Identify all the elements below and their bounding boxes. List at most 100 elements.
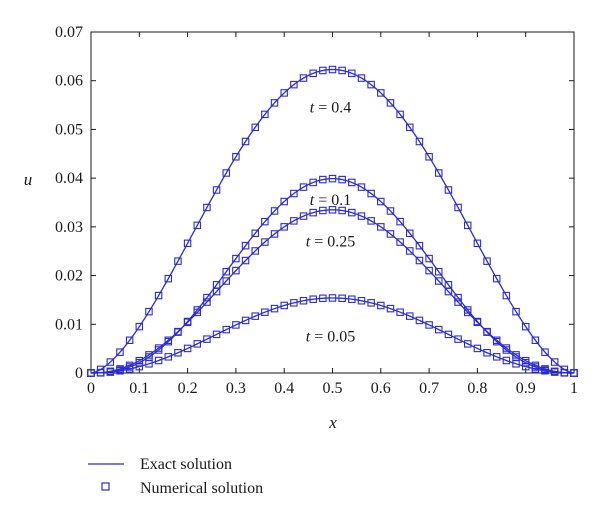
- numerical-solution-point: [328, 65, 337, 74]
- numerical-solution-point: [357, 212, 366, 220]
- numerical-solution-point: [203, 298, 211, 306]
- numerical-solution-point: [174, 349, 182, 357]
- numerical-solution-point: [135, 362, 144, 371]
- legend-square-marker: [101, 482, 110, 491]
- numerical-solution-point: [377, 89, 385, 97]
- numerical-solution-point: [183, 239, 192, 248]
- numerical-solution-point: [386, 230, 395, 238]
- numerical-solution-point: [251, 123, 259, 132]
- numerical-solution-point: [106, 358, 115, 366]
- numerical-solution-point: [328, 174, 337, 183]
- x-tick-labels: 0 0.1 0.2 0.3 0.4 0.5 0.6 0.7 0.8 0.9 1: [87, 380, 578, 397]
- numerical-solution-point: [270, 304, 279, 313]
- y-tick-label: 0.04: [55, 170, 83, 187]
- numerical-solution-point: [290, 189, 298, 198]
- numerical-solution-point: [425, 266, 433, 275]
- numerical-solution-point: [473, 318, 482, 327]
- numerical-solution-point: [357, 183, 366, 191]
- numerical-solution-point: [299, 296, 308, 305]
- numerical-solution-point: [463, 340, 472, 348]
- numerical-solution-point: [541, 367, 549, 375]
- numerical-solution-point: [425, 321, 433, 329]
- numerical-solution-point: [154, 356, 163, 365]
- x-tick-label: 0.7: [419, 380, 439, 397]
- numerical-solution-point: [183, 344, 192, 353]
- numerical-solution-point: [319, 66, 327, 75]
- numerical-solution-point: [483, 257, 491, 265]
- x-tick-label: 1: [570, 380, 578, 397]
- numerical-solution-point: [377, 301, 385, 310]
- numerical-solution-point: [270, 99, 279, 107]
- numerical-solution-point: [386, 304, 395, 313]
- numerical-solution-point: [386, 99, 395, 107]
- numerical-solution-point: [174, 327, 182, 336]
- numerical-solution-point: [232, 321, 240, 329]
- numerical-solution-point: [444, 330, 453, 339]
- x-tick-label: 0.5: [323, 380, 343, 397]
- numerical-solution-point: [222, 267, 230, 276]
- x-tick-label: 0.6: [371, 380, 391, 397]
- numerical-solution-point: [425, 153, 433, 161]
- numerical-solution-point: [415, 137, 424, 146]
- x-tick-label: 0: [87, 380, 95, 397]
- legend: Exact solution Numerical solution: [88, 456, 263, 497]
- numerical-solution-point: [299, 183, 308, 191]
- numerical-solution-point: [541, 348, 549, 356]
- numerical-solution-point: [319, 294, 327, 303]
- numerical-solution-point: [319, 206, 327, 215]
- numerical-solution-point: [125, 336, 134, 344]
- numerical-solution-point: [454, 298, 462, 306]
- numerical-solution-point: [309, 178, 317, 187]
- numerical-solution-point: [550, 368, 559, 376]
- numerical-solution-point: [502, 344, 511, 352]
- numerical-solution-point: [280, 223, 288, 231]
- numerical-solution-point: [348, 295, 356, 303]
- numerical-solution-point: [521, 322, 530, 331]
- numerical-solution-point: [280, 89, 288, 97]
- numerical-solution-point: [270, 207, 279, 215]
- numerical-solution-point: [164, 336, 173, 345]
- numerical-solution-point: [125, 365, 134, 373]
- numerical-solution-point: [473, 344, 482, 353]
- numerical-solution-point: [193, 308, 202, 317]
- numerical-solution-point: [145, 351, 153, 359]
- numerical-solution-point: [415, 241, 424, 250]
- y-tick-label: 0.05: [55, 121, 83, 138]
- numerical-solution-point: [183, 318, 192, 327]
- numerical-solution-point: [222, 325, 230, 334]
- curve-label-t: t = 0.25: [306, 233, 355, 250]
- numerical-solution-point: [251, 247, 259, 255]
- numerical-solution-point: [116, 348, 124, 356]
- numerical-solution-point: [299, 212, 308, 220]
- numerical-solution-point: [502, 356, 511, 365]
- y-tick-label: 0.03: [55, 219, 83, 236]
- x-tick-label: 0.2: [178, 380, 198, 397]
- numerical-solution-point: [396, 110, 404, 119]
- numerical-solution-point: [454, 335, 462, 343]
- numerical-solution-point: [454, 203, 462, 212]
- x-tick-label: 0.8: [467, 380, 487, 397]
- numerical-solution-point: [473, 239, 482, 248]
- numerical-solution-point: [463, 308, 472, 317]
- numerical-solution-point: [512, 351, 520, 359]
- numerical-solution-point: [116, 367, 124, 375]
- numerical-solution-point: [463, 221, 472, 230]
- numerical-solution-point: [338, 206, 346, 215]
- numerical-solution-point: [483, 327, 491, 336]
- numerical-solution-point: [232, 254, 240, 263]
- numerical-solution-point: [570, 369, 578, 377]
- numerical-solution-point: [435, 169, 443, 177]
- y-tick-label: 0.07: [55, 24, 83, 41]
- y-axis-title: u: [24, 170, 33, 189]
- numerical-solution-point: [251, 312, 259, 320]
- numerical-solution-point: [87, 369, 95, 377]
- numerical-solution-point: [164, 353, 173, 361]
- numerical-solution-point: [174, 257, 182, 265]
- numerical-solution-point: [386, 207, 395, 215]
- numerical-solution-point: [135, 322, 144, 331]
- numerical-solution-point: [367, 299, 375, 307]
- numerical-solution-point: [261, 110, 269, 119]
- numerical-solution-point: [357, 296, 366, 305]
- numerical-solution-point: [492, 353, 501, 361]
- numerical-solution-point: [261, 217, 269, 226]
